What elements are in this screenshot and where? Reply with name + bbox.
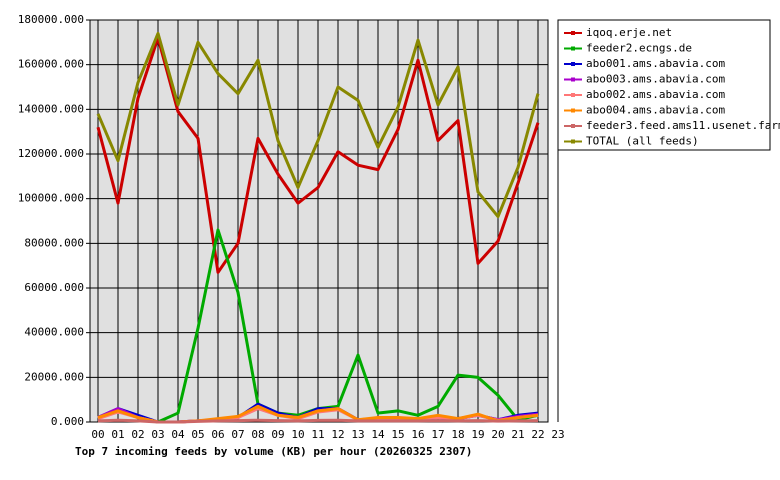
legend-label: abo002.ams.abavia.com [586, 88, 725, 101]
x-tick-label: 10 [291, 428, 304, 441]
x-tick-label: 09 [271, 428, 284, 441]
x-tick-label: 21 [511, 428, 524, 441]
x-tick-label: 14 [371, 428, 385, 441]
legend-label: abo003.ams.abavia.com [586, 73, 725, 86]
x-tick-label: 01 [111, 428, 124, 441]
y-tick-label: 160000.000 [18, 58, 84, 71]
x-tick-label: 00 [91, 428, 104, 441]
x-tick-label: 03 [151, 428, 164, 441]
legend-marker [571, 108, 575, 113]
legend-marker [571, 139, 575, 144]
x-tick-label: 13 [351, 428, 364, 441]
legend-label: TOTAL (all feeds) [586, 135, 699, 148]
chart-title: Top 7 incoming feeds by volume (KB) per … [75, 445, 472, 458]
legend-marker [571, 77, 575, 82]
x-tick-label: 11 [311, 428, 324, 441]
legend-label: iqoq.erje.net [586, 26, 672, 39]
x-tick-label: 05 [191, 428, 204, 441]
x-tick-label: 23 [551, 428, 564, 441]
legend-label: feeder3.feed.ams11.usenet.farm [586, 119, 780, 132]
legend-label: feeder2.ecngs.de [586, 42, 692, 55]
x-tick-label: 17 [431, 428, 444, 441]
x-tick-label: 16 [411, 428, 424, 441]
x-tick-label: 02 [131, 428, 144, 441]
y-tick-label: 0.000 [51, 415, 84, 428]
y-tick-label: 120000.000 [18, 147, 84, 160]
x-tick-label: 18 [451, 428, 464, 441]
x-tick-label: 20 [491, 428, 504, 441]
x-tick-label: 04 [171, 428, 185, 441]
legend-label: abo004.ams.abavia.com [586, 104, 725, 117]
x-tick-label: 06 [211, 428, 224, 441]
y-tick-label: 140000.000 [18, 102, 84, 115]
series-line [96, 31, 540, 219]
x-tick-label: 12 [331, 428, 344, 441]
x-tick-label: 19 [471, 428, 484, 441]
plot-area [89, 19, 549, 423]
legend-marker [571, 93, 575, 97]
y-tick-label: 180000.000 [18, 13, 84, 26]
legend-marker [571, 62, 575, 66]
x-tick-label: 22 [531, 428, 544, 441]
legend-box [557, 19, 771, 151]
y-tick-label: 80000.000 [24, 236, 84, 249]
y-tick-label: 40000.000 [24, 326, 84, 339]
x-tick-label: 15 [391, 428, 404, 441]
legend-marker [571, 46, 575, 51]
x-tick-label: 08 [251, 428, 264, 441]
y-tick-label: 60000.000 [24, 281, 84, 294]
series-line [97, 418, 539, 424]
legend-marker [571, 124, 575, 128]
legend-label: abo001.ams.abavia.com [586, 57, 725, 70]
y-tick-label: 20000.000 [24, 370, 84, 383]
y-tick-label: 100000.000 [18, 192, 84, 205]
legend-marker [571, 31, 575, 35]
series-line [96, 36, 540, 274]
x-tick-label: 07 [231, 428, 244, 441]
